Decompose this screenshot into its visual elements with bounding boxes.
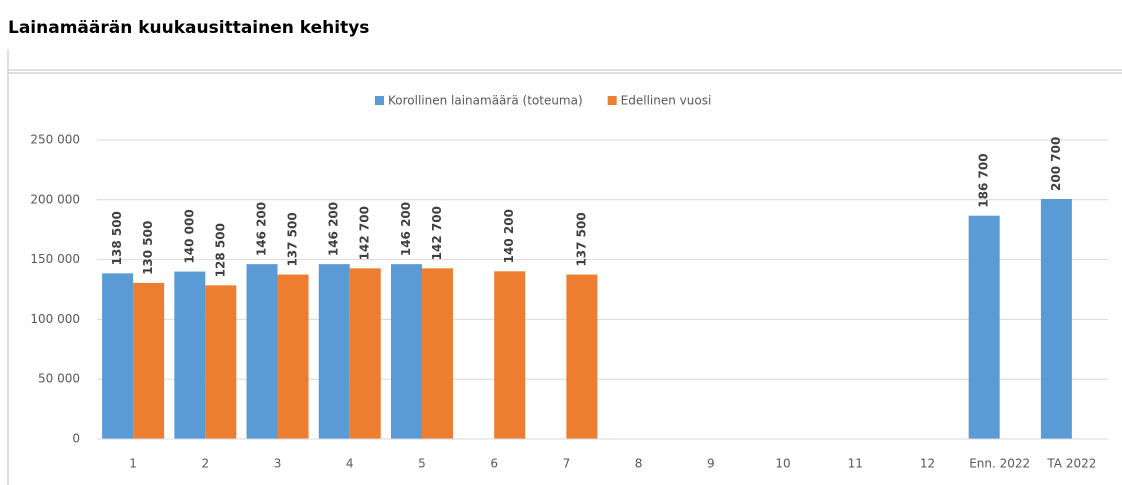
bar (318, 264, 350, 439)
value-label: 200 700 (1049, 137, 1063, 191)
value-label: 146 200 (255, 202, 269, 256)
y-tick-label: 250 000 (30, 133, 80, 147)
bar (494, 271, 526, 439)
bar (277, 274, 309, 439)
legend: Korollinen lainamäärä (toteuma) Edellinen… (375, 94, 711, 108)
x-tick-label: Enn. 2022 (969, 457, 1030, 471)
legend-swatch (375, 96, 384, 105)
x-tick-label: 3 (274, 457, 282, 471)
value-label: 140 200 (502, 209, 516, 263)
bar (102, 273, 134, 439)
bar (205, 285, 237, 439)
value-label: 128 500 (213, 223, 227, 277)
bar (390, 264, 422, 439)
x-tick-label: TA 2022 (1046, 457, 1096, 471)
value-label: 140 000 (182, 209, 196, 263)
bar (968, 215, 1000, 439)
x-tick-label: 4 (346, 457, 354, 471)
value-label: 137 500 (574, 212, 588, 266)
x-tick-label: 2 (202, 457, 210, 471)
legend-label: Edellinen vuosi (621, 94, 712, 108)
legend-label: Korollinen lainamäärä (toteuma) (388, 94, 583, 108)
x-tick-label: 7 (563, 457, 571, 471)
value-label: 130 500 (141, 221, 155, 275)
x-tick-label: 9 (707, 457, 715, 471)
bar (421, 268, 453, 439)
value-label: 137 500 (286, 212, 300, 266)
y-tick-label: 0 (72, 432, 80, 446)
bar (1040, 198, 1072, 439)
x-tick-label: 5 (418, 457, 426, 471)
value-label: 146 200 (399, 202, 413, 256)
bar (133, 282, 165, 439)
x-tick-label: 10 (775, 457, 790, 471)
value-label: 142 700 (358, 206, 372, 260)
y-tick-label: 100 000 (30, 312, 80, 326)
y-tick-label: 150 000 (30, 252, 80, 266)
y-tick-label: 200 000 (30, 192, 80, 206)
value-label: 142 700 (430, 206, 444, 260)
value-label: 146 200 (327, 202, 341, 256)
value-label: 138 500 (110, 211, 124, 265)
y-tick-label: 50 000 (38, 372, 80, 386)
x-tick-label: 6 (490, 457, 498, 471)
bar (246, 264, 278, 439)
value-label: 186 700 (977, 153, 991, 207)
bar (174, 271, 206, 439)
legend-swatch (607, 96, 617, 105)
x-tick-label: 11 (848, 457, 863, 471)
chart-title: Lainamäärän kuukausittainen kehitys (8, 18, 369, 38)
x-tick-label: 12 (920, 457, 935, 471)
x-tick-label: 8 (635, 457, 643, 471)
x-tick-label: 1 (129, 457, 137, 471)
bar (349, 268, 381, 439)
bar (566, 274, 598, 439)
